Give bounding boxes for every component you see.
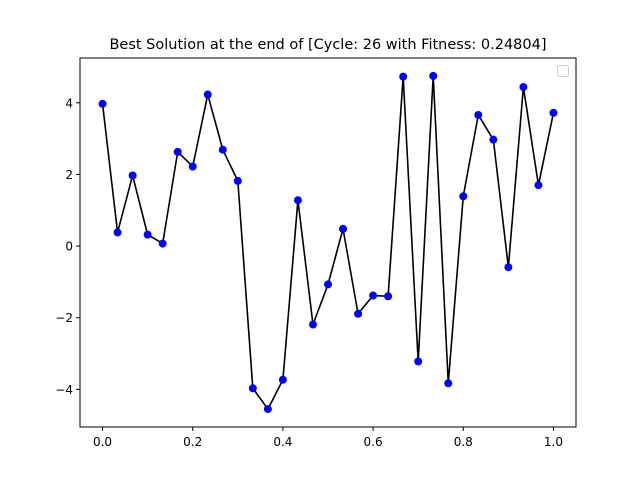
data-point [233,176,242,185]
data-point [248,384,257,393]
series-layer [98,71,558,414]
data-point [113,228,122,237]
x-tick-label: 0.2 [183,435,202,449]
data-point [293,196,302,205]
x-tick-label: 0.6 [364,435,383,449]
plot-frame [79,57,577,428]
y-tick-label: 0 [65,240,73,254]
data-point [143,230,152,239]
data-point [444,379,453,388]
data-point [158,239,167,248]
data-point [203,90,212,99]
legend-box [557,65,569,77]
data-point [324,280,332,289]
x-tick-label: 0.4 [273,435,292,449]
data-point [173,147,182,156]
y-tick-label: 4 [65,96,73,110]
data-point [549,108,558,117]
data-point [354,309,363,318]
data-point [489,135,498,144]
data-point [263,405,272,414]
chart-title: Best Solution at the end of [Cycle: 26 w… [109,37,546,53]
data-point [414,357,423,366]
data-point [519,83,528,92]
data-point [98,99,107,108]
data-point [339,224,348,233]
data-point [128,171,137,180]
x-tick-label: 0.0 [93,435,112,449]
data-point [504,263,513,272]
data-point [384,292,393,301]
y-tick-label: −4 [55,383,73,397]
data-point [218,145,227,154]
x-tick-label: 1.0 [544,435,563,449]
data-point [369,291,378,300]
data-point [399,72,408,81]
data-point [474,110,483,119]
data-point [188,162,197,171]
y-tick-label: 2 [65,168,73,182]
data-point [459,192,468,201]
y-tick-label: −2 [55,311,73,325]
data-point [534,181,543,190]
x-axis: 0.0 0.2 0.4 0.6 0.8 1.0 [93,427,563,449]
data-point [308,320,317,329]
data-point [429,71,438,80]
data-point [278,375,287,384]
y-axis: −4 −2 0 2 4 [55,96,80,397]
x-tick-label: 0.8 [454,435,473,449]
